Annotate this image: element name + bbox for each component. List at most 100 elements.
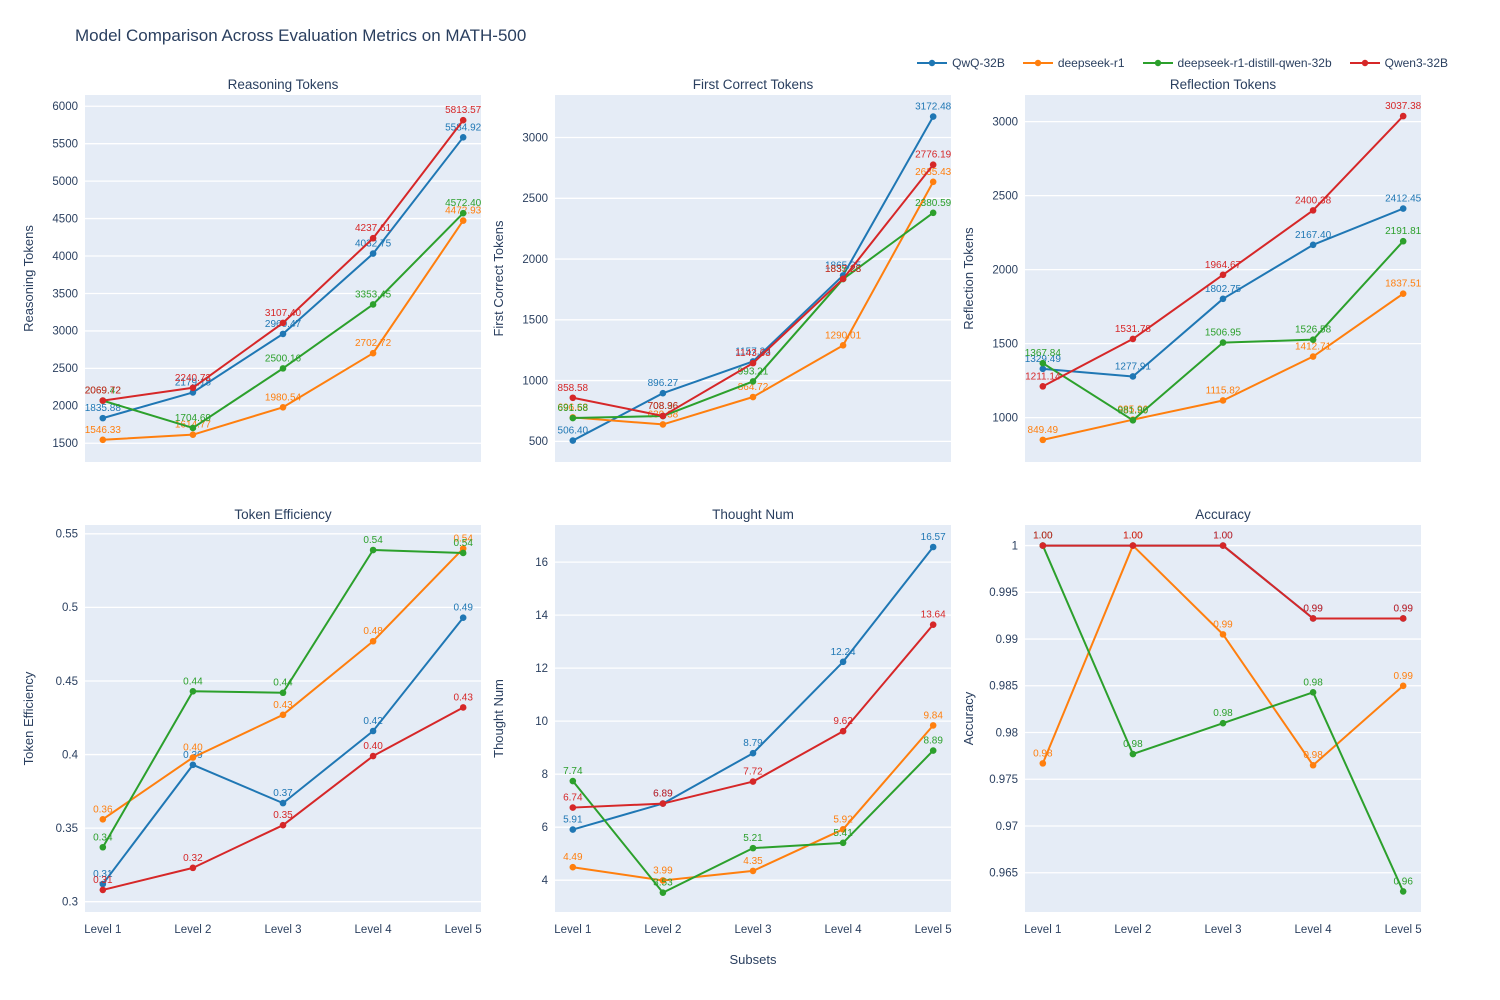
data-point bbox=[459, 614, 467, 622]
data-point bbox=[369, 727, 377, 735]
data-label: 0.40 bbox=[183, 742, 203, 753]
data-point bbox=[279, 319, 287, 327]
data-label: 1.00 bbox=[1123, 531, 1143, 542]
legend-label: deepseek-r1 bbox=[1057, 56, 1125, 70]
data-label: 0.98 bbox=[1033, 748, 1053, 759]
data-label: 1837.51 bbox=[1385, 279, 1422, 290]
data-label: 4572.40 bbox=[445, 198, 482, 209]
data-point bbox=[1309, 615, 1317, 622]
svg-text:4500: 4500 bbox=[52, 213, 78, 225]
data-point bbox=[929, 747, 937, 754]
data-point bbox=[1309, 241, 1317, 249]
data-label: 6.89 bbox=[653, 789, 673, 800]
data-label: 2635.43 bbox=[915, 167, 952, 178]
data-point bbox=[929, 722, 937, 729]
data-label: 0.99 bbox=[1303, 603, 1323, 614]
data-point bbox=[1219, 542, 1227, 549]
data-label: 0.31 bbox=[93, 869, 113, 880]
data-label: 2500.16 bbox=[265, 353, 302, 364]
svg-text:0.985: 0.985 bbox=[989, 681, 1018, 693]
legend-label: Qwen3-32B bbox=[1384, 56, 1448, 70]
svg-text:Level 2: Level 2 bbox=[1114, 924, 1151, 936]
svg-text:Level 5: Level 5 bbox=[1385, 924, 1422, 936]
data-label: 1329.49 bbox=[1025, 354, 1062, 365]
data-point bbox=[1309, 336, 1317, 343]
series-qwen3-32b: 1.00 1.00 1.00 0.99 0.99 bbox=[1033, 531, 1413, 622]
data-point bbox=[279, 821, 287, 829]
data-label: 691.58 bbox=[558, 403, 589, 414]
data-point bbox=[929, 178, 937, 186]
y-grid-and-ticks: 500 1000 1500 2000 2500 3000 bbox=[522, 132, 951, 448]
svg-text:2000: 2000 bbox=[522, 254, 548, 266]
data-point bbox=[839, 342, 847, 349]
svg-text:2500: 2500 bbox=[52, 363, 78, 375]
series-deepseek-r1-distill-qwen-32b: 1367.84 981.90 1506.95 1526.58 2191.81 bbox=[1025, 226, 1422, 424]
data-point bbox=[189, 754, 197, 761]
data-point bbox=[1399, 112, 1407, 120]
data-point bbox=[749, 393, 757, 401]
svg-text:6000: 6000 bbox=[52, 101, 78, 113]
data-label: 2240.73 bbox=[175, 373, 212, 384]
data-label: 7.72 bbox=[743, 767, 763, 778]
data-point bbox=[1129, 750, 1137, 758]
svg-text:1500: 1500 bbox=[992, 338, 1018, 350]
data-label: 1546.33 bbox=[85, 425, 122, 436]
data-point bbox=[1309, 353, 1317, 360]
data-point bbox=[1399, 615, 1407, 622]
data-point bbox=[369, 637, 377, 645]
data-label: 5.92 bbox=[833, 814, 853, 825]
data-label: 9.62 bbox=[833, 716, 853, 727]
data-label: 1.00 bbox=[1033, 531, 1053, 542]
svg-text:4000: 4000 bbox=[52, 251, 78, 263]
svg-text:1500: 1500 bbox=[52, 438, 78, 450]
data-label: 2702.72 bbox=[355, 338, 392, 349]
data-point bbox=[839, 658, 847, 666]
data-point bbox=[749, 844, 757, 852]
svg-text:Level 2: Level 2 bbox=[644, 924, 681, 936]
x-tick-labels: Level 1 Level 2 Level 3 Level 4 Level 5 bbox=[554, 924, 951, 936]
legend-label: QwQ-32B bbox=[952, 56, 1005, 70]
data-label: 3.53 bbox=[653, 878, 673, 889]
svg-text:Level 5: Level 5 bbox=[445, 924, 482, 936]
data-point bbox=[1309, 689, 1317, 696]
series-deepseek-r1-distill-qwen-32b: 691.58 708.36 993.21 1835.23 2380.59 bbox=[558, 198, 952, 422]
data-point bbox=[279, 711, 287, 719]
data-point bbox=[459, 134, 467, 141]
data-point bbox=[279, 365, 287, 372]
subplot-title: First Correct Tokens bbox=[693, 77, 814, 92]
legend-item-deepseek-r1-distill-qwen-32b[interactable]: deepseek-r1-distill-qwen-32b bbox=[1142, 56, 1332, 70]
data-point bbox=[189, 761, 197, 769]
data-label: 1865.35 bbox=[825, 260, 862, 271]
data-label: 849.49 bbox=[1028, 425, 1059, 436]
data-point bbox=[1399, 237, 1407, 245]
svg-text:Level 1: Level 1 bbox=[1024, 924, 1061, 936]
data-point bbox=[749, 359, 757, 367]
data-label: 0.54 bbox=[453, 534, 473, 545]
data-label: 12.24 bbox=[831, 647, 856, 658]
legend-item-qwen3-32b[interactable]: Qwen3-32B bbox=[1349, 56, 1448, 70]
data-label: 0.54 bbox=[453, 538, 473, 549]
data-label: 0.98 bbox=[1213, 708, 1233, 719]
svg-text:3500: 3500 bbox=[52, 288, 78, 300]
data-point bbox=[1399, 888, 1407, 895]
data-point bbox=[659, 412, 667, 420]
svg-text:Level 4: Level 4 bbox=[825, 924, 863, 936]
data-point bbox=[1309, 761, 1317, 769]
legend-item-deepseek-r1[interactable]: deepseek-r1 bbox=[1022, 56, 1125, 70]
data-label: 1964.67 bbox=[1205, 260, 1242, 271]
data-label: 1526.58 bbox=[1295, 325, 1332, 336]
legend-item-qwq-32b[interactable]: QwQ-32B bbox=[917, 56, 1005, 70]
y-axis-title: Thought Num bbox=[491, 679, 506, 758]
data-label: 2191.81 bbox=[1385, 226, 1422, 237]
data-label: 708.36 bbox=[648, 401, 679, 412]
data-label: 0.44 bbox=[183, 676, 203, 687]
data-point bbox=[189, 384, 197, 392]
data-point bbox=[749, 867, 757, 875]
data-point bbox=[1039, 359, 1047, 367]
data-label: 13.64 bbox=[921, 610, 946, 621]
svg-text:0.35: 0.35 bbox=[56, 823, 78, 835]
data-label: 1506.95 bbox=[1205, 328, 1242, 339]
data-label: 1367.84 bbox=[1025, 348, 1062, 359]
data-point bbox=[569, 437, 577, 444]
